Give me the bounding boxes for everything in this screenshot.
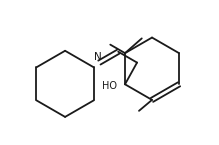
Text: HO: HO (102, 81, 117, 91)
Text: N: N (94, 52, 102, 62)
